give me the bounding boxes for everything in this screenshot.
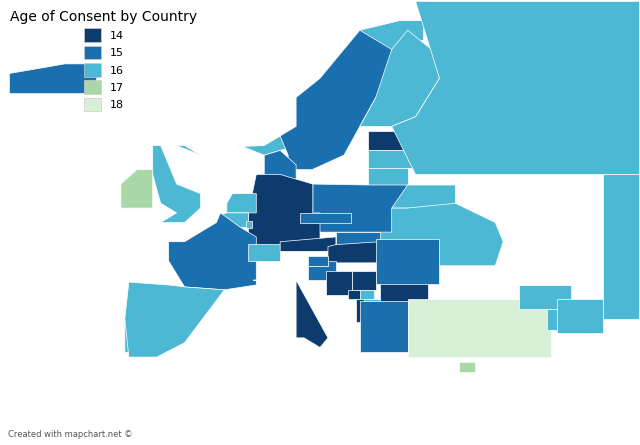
Polygon shape [368, 150, 415, 168]
Polygon shape [10, 64, 97, 94]
Polygon shape [246, 221, 252, 228]
Polygon shape [356, 299, 369, 323]
Polygon shape [125, 282, 225, 357]
Polygon shape [326, 271, 352, 295]
Text: Created with mapchart.net ©: Created with mapchart.net © [8, 430, 132, 439]
Polygon shape [236, 20, 424, 155]
Polygon shape [408, 299, 551, 357]
Polygon shape [248, 174, 320, 248]
Polygon shape [264, 150, 296, 179]
Polygon shape [376, 203, 503, 266]
Polygon shape [368, 168, 408, 185]
Polygon shape [352, 271, 376, 290]
Polygon shape [227, 194, 256, 213]
Polygon shape [408, 242, 440, 266]
Polygon shape [248, 244, 280, 261]
Polygon shape [380, 282, 428, 307]
Polygon shape [253, 280, 328, 348]
Polygon shape [308, 261, 336, 280]
Polygon shape [153, 146, 200, 222]
Polygon shape [392, 185, 456, 208]
Polygon shape [308, 256, 328, 266]
Polygon shape [169, 213, 256, 290]
Polygon shape [280, 237, 336, 251]
Polygon shape [519, 285, 571, 309]
Polygon shape [460, 362, 476, 372]
Polygon shape [348, 290, 360, 299]
Polygon shape [368, 131, 415, 150]
Polygon shape [603, 174, 639, 319]
Polygon shape [328, 242, 380, 263]
Polygon shape [364, 299, 383, 311]
Polygon shape [360, 30, 440, 126]
Polygon shape [547, 309, 571, 330]
Polygon shape [336, 232, 380, 245]
Polygon shape [376, 239, 440, 284]
Polygon shape [125, 299, 148, 352]
Polygon shape [280, 30, 392, 170]
Polygon shape [360, 290, 374, 299]
Polygon shape [360, 301, 408, 352]
Polygon shape [392, 1, 640, 174]
Polygon shape [300, 213, 351, 222]
Polygon shape [220, 213, 248, 227]
Polygon shape [121, 170, 153, 208]
Legend: 14, 15, 16, 17, 18: 14, 15, 16, 17, 18 [7, 7, 201, 115]
Polygon shape [313, 184, 408, 232]
Polygon shape [557, 299, 603, 333]
